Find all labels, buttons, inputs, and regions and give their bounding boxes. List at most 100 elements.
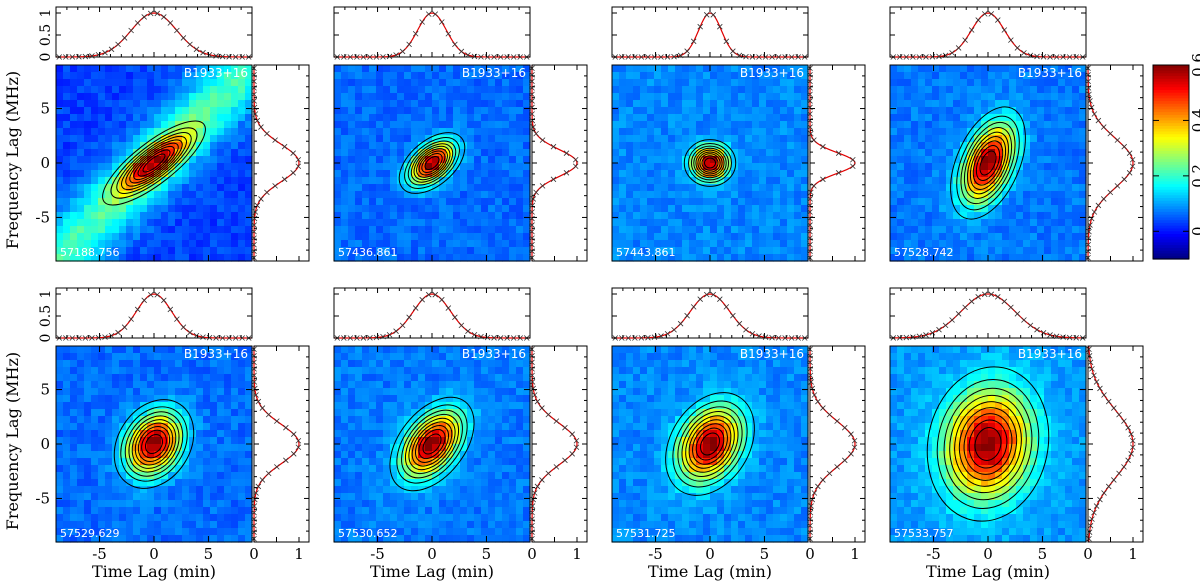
heatmap-cell	[467, 226, 475, 234]
heatmap-cell	[773, 72, 781, 80]
heatmap-cell	[745, 86, 753, 94]
heatmap-cell	[383, 198, 391, 206]
side-profile-point	[807, 72, 813, 78]
heatmap-cell	[1037, 65, 1045, 73]
heatmap-cell	[154, 212, 162, 220]
heatmap-cell	[154, 346, 162, 354]
heatmap-cell	[189, 402, 197, 410]
side-profile-point	[529, 91, 535, 98]
heatmap-cell	[84, 79, 92, 87]
heatmap-cell	[355, 486, 363, 494]
heatmap-cell	[981, 100, 989, 108]
heatmap-cell	[217, 93, 225, 101]
heatmap-cell	[967, 114, 975, 122]
top-profile-point	[749, 54, 756, 60]
heatmap-cell	[780, 72, 788, 80]
heatmap-cell	[112, 465, 120, 473]
heatmap-cell	[369, 177, 377, 185]
heatmap-cell	[453, 233, 461, 241]
heatmap-cell	[56, 233, 64, 241]
heatmap-cell	[210, 402, 218, 410]
heatmap-cell	[154, 486, 162, 494]
heatmap-cell	[682, 240, 690, 248]
heatmap-cell	[1051, 219, 1059, 227]
heatmap-cell	[1044, 121, 1052, 129]
heatmap-cell	[210, 353, 218, 361]
heatmap-cell	[376, 79, 384, 87]
heatmap-cell	[932, 177, 940, 185]
heatmap-cell	[105, 65, 113, 73]
heatmap-cell	[175, 107, 183, 115]
heatmap-cell	[231, 177, 239, 185]
heatmap-cell	[481, 163, 489, 171]
heatmap-cell	[960, 233, 968, 241]
heatmap-cell	[509, 191, 517, 199]
heatmap-cell	[759, 79, 767, 87]
heatmap-cell	[1065, 205, 1073, 213]
heatmap-cell	[619, 79, 627, 87]
heatmap-cell	[196, 65, 204, 73]
heatmap-cell	[147, 514, 155, 522]
heatmap-cell	[689, 198, 697, 206]
heatmap-cell	[918, 205, 926, 213]
heatmap-cell	[425, 198, 433, 206]
heatmap-cell	[780, 149, 788, 157]
heatmap-cell	[119, 514, 127, 522]
side-profile-point	[530, 124, 537, 130]
heatmap-cell	[203, 465, 211, 473]
heatmap-cell	[780, 135, 788, 143]
heatmap-cell	[210, 423, 218, 431]
heatmap-cell	[119, 198, 127, 206]
heatmap-cell	[516, 128, 524, 136]
heatmap-cell	[425, 79, 433, 87]
heatmap-cell	[460, 219, 468, 227]
heatmap-cell	[1051, 240, 1059, 248]
heatmap-cell	[619, 191, 627, 199]
heatmap-cell	[773, 170, 781, 178]
heatmap-cell	[203, 198, 211, 206]
heatmap-cell	[682, 163, 690, 171]
heatmap-cell	[182, 240, 190, 248]
heatmap-cell	[133, 226, 141, 234]
heatmap-cell	[654, 121, 662, 129]
heatmap-cell	[91, 437, 99, 445]
heatmap-cell	[161, 240, 169, 248]
heatmap-cell	[182, 514, 190, 522]
heatmap-cell	[355, 465, 363, 473]
heatmap-cell	[633, 226, 641, 234]
side-profile-point	[529, 104, 535, 111]
side-profile-point	[1121, 176, 1128, 183]
heatmap-cell	[1002, 254, 1010, 262]
top-profile-point	[95, 51, 102, 58]
side-profile-point	[835, 150, 842, 156]
heatmap-cell	[787, 191, 795, 199]
top-profile-point	[232, 54, 239, 60]
heatmap-cell	[154, 472, 162, 480]
heatmap-cell	[238, 86, 246, 94]
heatmap-cell	[119, 191, 127, 199]
heatmap-cell	[460, 79, 468, 87]
heatmap-cell	[70, 93, 78, 101]
heatmap-cell	[341, 128, 349, 136]
heatmap-cell	[974, 128, 982, 136]
heatmap-cell	[147, 247, 155, 255]
heatmap-cell	[731, 191, 739, 199]
heatmap-cell	[348, 493, 356, 501]
heatmap-cell	[918, 149, 926, 157]
heatmap-cell	[189, 528, 197, 536]
heatmap-cell	[925, 107, 933, 115]
heatmap-cell	[334, 500, 342, 508]
heatmap-cell	[661, 128, 669, 136]
heatmap-cell	[425, 254, 433, 262]
heatmap-cell	[196, 163, 204, 171]
heatmap-cell	[98, 184, 106, 192]
heatmap-cell	[654, 191, 662, 199]
heatmap-cell	[119, 247, 127, 255]
heatmap-cell	[759, 100, 767, 108]
heatmap-cell	[77, 107, 85, 115]
heatmap-cell	[523, 135, 531, 143]
heatmap-cell	[1072, 177, 1080, 185]
heatmap-cell	[612, 198, 620, 206]
heatmap-cell	[932, 79, 940, 87]
heatmap-cell	[794, 247, 802, 255]
